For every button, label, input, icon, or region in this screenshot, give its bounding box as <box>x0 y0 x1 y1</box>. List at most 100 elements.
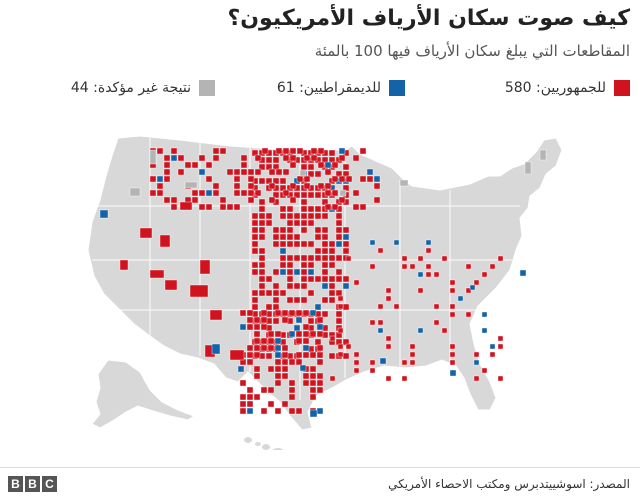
county-republican <box>310 147 318 155</box>
county-republican <box>265 289 273 297</box>
county-republican <box>184 161 192 169</box>
county-democrat <box>342 233 350 241</box>
county-republican <box>417 287 424 294</box>
county-republican <box>465 287 472 294</box>
county-republican <box>328 261 336 269</box>
county-republican <box>219 203 227 211</box>
county-republican <box>267 344 275 352</box>
county-republican <box>279 289 287 297</box>
county-republican <box>240 189 248 197</box>
county-republican <box>239 407 247 415</box>
county-republican <box>433 319 440 326</box>
county-republican <box>293 296 301 304</box>
county-republican <box>233 168 241 176</box>
county-republican <box>335 310 343 318</box>
county-democrat <box>369 239 376 246</box>
county-republican <box>309 379 317 387</box>
county-republican <box>289 196 297 204</box>
county-republican <box>164 279 178 291</box>
county-republican <box>342 352 350 360</box>
county-republican <box>156 182 164 190</box>
county-republican <box>342 163 350 171</box>
county-democrat <box>246 407 254 415</box>
county-republican <box>272 303 280 311</box>
county-democrat <box>366 168 374 176</box>
county-democrat <box>302 344 310 352</box>
county-republican <box>300 254 308 262</box>
county-republican <box>449 287 456 294</box>
county-republican <box>240 154 248 162</box>
county-republican <box>307 170 315 178</box>
county-democrat <box>293 324 301 332</box>
county-republican <box>281 309 289 317</box>
county-uncertain <box>524 161 532 175</box>
county-republican <box>251 296 259 304</box>
county-republican <box>314 212 322 220</box>
county-republican <box>258 212 266 220</box>
county-republican <box>239 400 247 408</box>
county-republican <box>246 351 254 359</box>
county-republican <box>258 205 266 213</box>
county-republican <box>260 386 268 394</box>
county-republican <box>253 351 261 359</box>
county-republican <box>337 343 344 350</box>
county-republican <box>272 240 280 248</box>
county-democrat <box>99 209 109 219</box>
county-republican <box>331 189 339 197</box>
county-republican <box>286 268 294 276</box>
county-republican <box>212 189 220 197</box>
county-republican <box>246 358 254 366</box>
county-republican <box>449 351 456 358</box>
page-title: كيف صوت سكان الأرياف الأمريكيون؟ <box>227 6 631 31</box>
county-republican <box>337 327 344 334</box>
county-republican <box>265 303 273 311</box>
county-republican <box>282 147 290 155</box>
county-republican <box>233 182 241 190</box>
county-republican <box>307 261 315 269</box>
county-republican <box>191 189 199 197</box>
county-republican <box>300 219 308 227</box>
county-republican <box>251 219 259 227</box>
county-republican <box>247 196 255 204</box>
county-republican <box>328 275 336 283</box>
county-republican <box>335 212 343 220</box>
county-republican <box>293 254 301 262</box>
county-republican <box>321 310 329 318</box>
county-republican <box>352 154 360 162</box>
county-republican <box>324 168 332 176</box>
county-republican <box>300 212 308 220</box>
bbc-logo: B B C <box>8 476 57 492</box>
county-republican <box>295 351 303 359</box>
county-republican <box>328 240 336 248</box>
county-republican <box>317 161 325 169</box>
county-republican <box>219 196 227 204</box>
county-uncertain <box>149 149 157 165</box>
county-republican <box>473 279 480 286</box>
us-county-map <box>0 110 640 450</box>
county-republican <box>300 163 308 171</box>
county-republican <box>337 351 344 358</box>
county-republican <box>337 295 344 302</box>
county-republican <box>316 386 324 394</box>
county-republican <box>279 177 287 185</box>
county-republican <box>307 191 315 199</box>
county-republican <box>286 219 294 227</box>
legend-item-uncertain: نتيجة غير مؤكدة: 44 <box>71 80 215 96</box>
county-democrat <box>321 282 329 290</box>
county-republican <box>309 372 317 380</box>
county-republican <box>369 319 376 326</box>
county-republican <box>260 323 268 331</box>
county-republican <box>335 219 343 227</box>
county-republican <box>163 154 171 162</box>
county-republican <box>401 359 408 366</box>
county-republican <box>316 372 324 380</box>
county-republican <box>309 393 317 401</box>
county-republican <box>274 330 282 338</box>
county-democrat <box>425 239 432 246</box>
county-republican <box>321 275 329 283</box>
county-republican <box>385 287 392 294</box>
county-republican <box>314 254 322 262</box>
county-republican <box>302 372 310 380</box>
county-republican <box>199 259 211 275</box>
county-republican <box>293 240 301 248</box>
